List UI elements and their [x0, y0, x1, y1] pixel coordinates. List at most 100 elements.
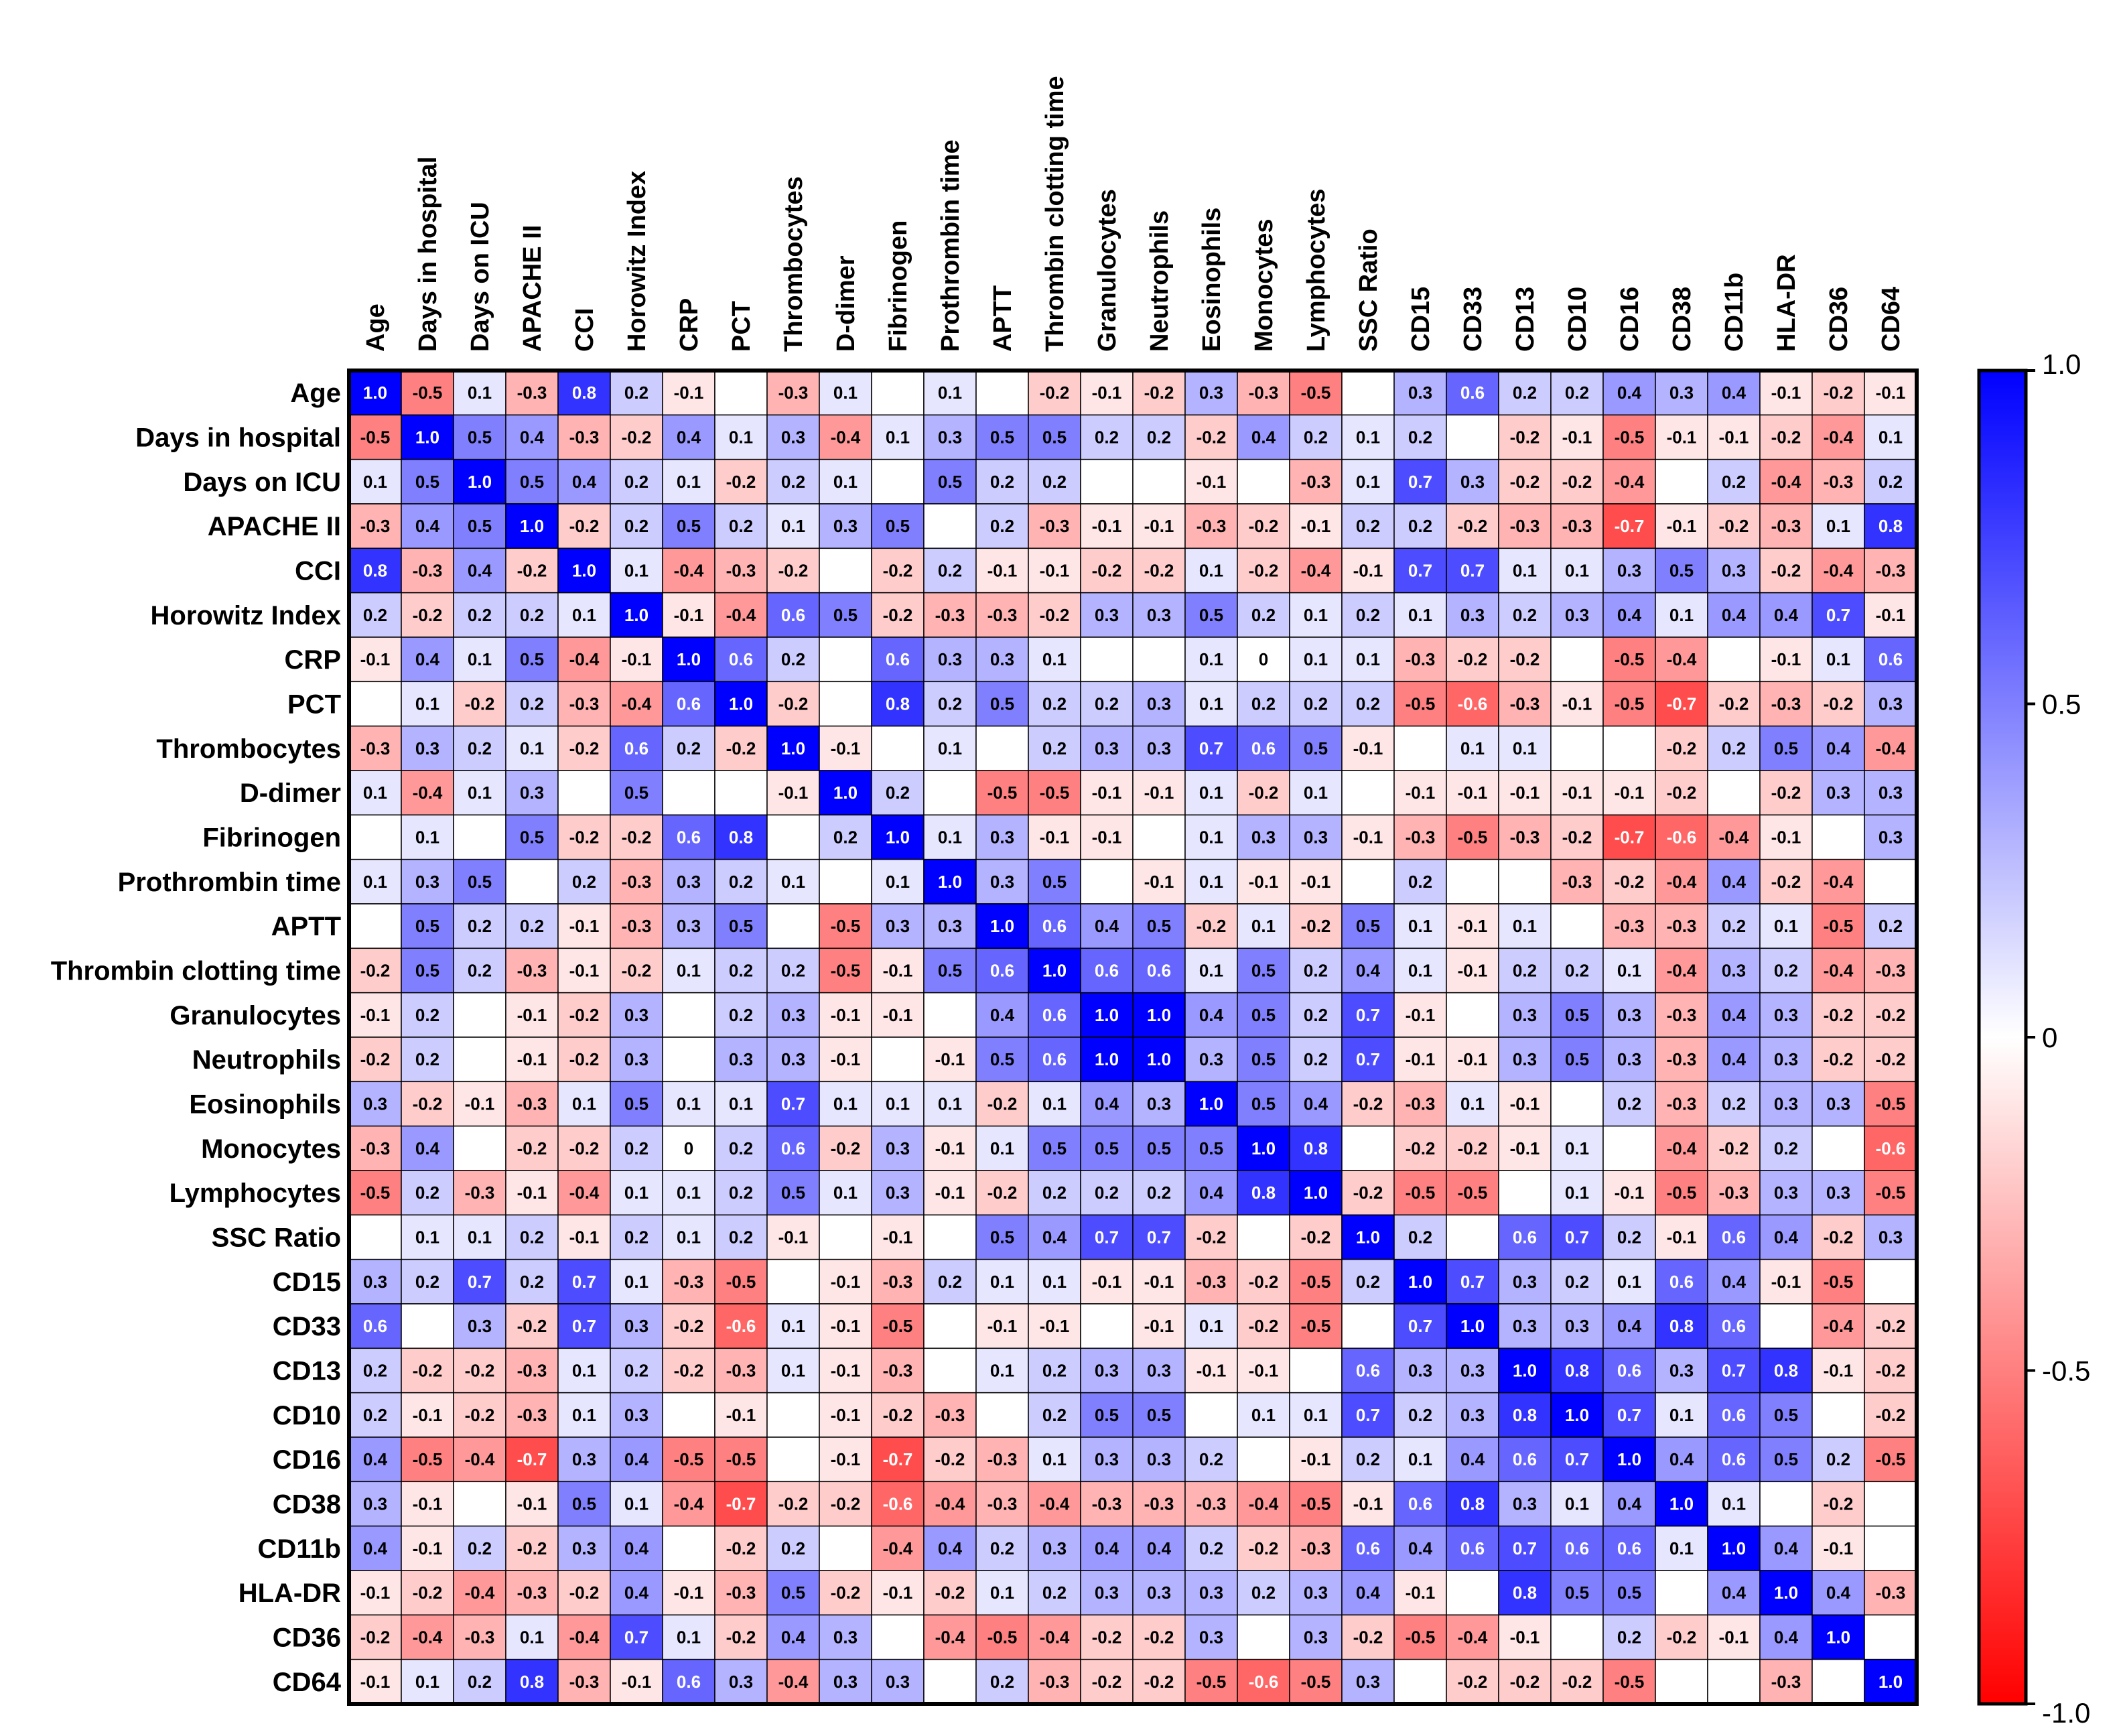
cell-value: 0.5 — [1199, 1138, 1223, 1158]
heatmap-cell — [766, 1392, 820, 1438]
cell-value: 1.0 — [1251, 1138, 1276, 1158]
cell-value: 0.2 — [1095, 694, 1119, 714]
cell-value: -0.1 — [622, 1672, 652, 1692]
cell-value: 0.3 — [1878, 694, 1903, 714]
heatmap-cell — [453, 503, 506, 549]
heatmap-cell — [557, 1081, 611, 1127]
heatmap-cell — [1864, 1303, 1917, 1349]
cell-value: 0.2 — [415, 1272, 439, 1292]
cell-value: -0.4 — [1824, 961, 1854, 981]
cell-value: 0.4 — [1722, 383, 1747, 403]
heatmap-cell — [714, 1658, 768, 1705]
cell-value: -0.2 — [1824, 694, 1854, 714]
heatmap-cell — [1864, 592, 1917, 638]
cell-value: -0.2 — [1144, 1672, 1174, 1692]
cell-value: -0.2 — [1510, 472, 1540, 492]
heatmap-cell — [975, 1525, 1029, 1571]
cell-value: -0.5 — [1667, 1183, 1697, 1203]
heatmap-cell — [871, 1170, 925, 1216]
cell-value: -0.2 — [935, 1449, 965, 1469]
heatmap-cell — [1812, 814, 1865, 860]
heatmap-cell — [1602, 1081, 1656, 1127]
cell-value: 0.8 — [1565, 1361, 1589, 1381]
cell-value: -0.2 — [1301, 1227, 1331, 1248]
cell-value: -0.3 — [1092, 1494, 1122, 1514]
cell-value: -0.1 — [360, 1672, 391, 1692]
cell-value: -0.3 — [987, 1449, 1018, 1469]
cell-value: 0.3 — [1042, 1538, 1067, 1558]
cell-value: 0.2 — [1304, 961, 1328, 981]
cell-value: 0.7 — [1356, 1049, 1380, 1069]
heatmap-cell — [1812, 858, 1865, 905]
cell-value: -0.1 — [622, 649, 652, 669]
heatmap-cell — [714, 1037, 768, 1083]
heatmap-cell — [401, 1392, 454, 1438]
heatmap-cell — [1237, 814, 1290, 860]
cell-value: -0.1 — [1667, 516, 1697, 536]
cell-value: 0.1 — [1199, 783, 1223, 803]
cell-value: -0.2 — [413, 1361, 443, 1381]
cell-value: -0.2 — [1249, 783, 1279, 803]
heatmap-cell — [1446, 414, 1499, 460]
cell-value: 0.3 — [468, 1316, 492, 1336]
cell-value: -0.1 — [1458, 783, 1488, 803]
heatmap-cell — [923, 547, 977, 594]
cell-value: -0.6 — [726, 1316, 756, 1336]
cell-value: -0.3 — [465, 1183, 495, 1203]
cell-value: 1.0 — [886, 827, 910, 848]
cell-value: -0.2 — [987, 1183, 1018, 1203]
cell-value: 0.1 — [1199, 694, 1223, 714]
cell-value: 0.6 — [1617, 1361, 1641, 1381]
heatmap-cell — [1759, 1481, 1813, 1527]
heatmap-cell — [1341, 1170, 1395, 1216]
heatmap-cell — [1759, 1437, 1813, 1483]
heatmap-cell — [1184, 1392, 1238, 1438]
cell-value: 0.5 — [990, 694, 1014, 714]
cell-value: 0.8 — [520, 1672, 544, 1692]
cell-value: -0.3 — [569, 1672, 600, 1692]
cell-value: -0.2 — [1719, 694, 1749, 714]
heatmap-cell — [1184, 637, 1238, 683]
heatmap-cell — [1080, 992, 1134, 1038]
cell-value: 0.2 — [415, 1005, 439, 1025]
cell-value: 0.3 — [1617, 561, 1641, 581]
heatmap-cell — [766, 1570, 820, 1616]
heatmap-cell — [557, 637, 611, 683]
cell-value: 0.2 — [886, 783, 910, 803]
cell-value: -0.1 — [465, 1094, 495, 1114]
cell-value: -0.2 — [1458, 1138, 1488, 1158]
cell-value: 0.4 — [1460, 1449, 1485, 1469]
heatmap-cell — [1341, 903, 1395, 949]
cell-value: 0.7 — [572, 1316, 596, 1336]
cell-value: -0.4 — [413, 1627, 443, 1648]
heatmap-cell — [505, 947, 559, 994]
cell-value: 0.3 — [1408, 1361, 1432, 1381]
cell-value: -0.3 — [1876, 961, 1906, 981]
cell-value: -0.2 — [883, 1405, 913, 1425]
cell-value: -0.1 — [831, 1272, 861, 1292]
cell-value: 0.1 — [1042, 1449, 1067, 1469]
heatmap-cell — [1602, 1658, 1656, 1705]
cell-value: 0.5 — [1304, 738, 1328, 758]
heatmap-cell — [1289, 592, 1343, 638]
cell-value: -0.2 — [517, 1538, 547, 1558]
heatmap-cell — [714, 992, 768, 1038]
heatmap-cell — [1759, 592, 1813, 638]
heatmap-cell — [1289, 547, 1343, 594]
cell-value: -0.1 — [1144, 516, 1174, 536]
heatmap-cell — [1080, 637, 1134, 683]
heatmap-cell — [1759, 1170, 1813, 1216]
cell-value: -0.2 — [1249, 1538, 1279, 1558]
heatmap-cell — [923, 592, 977, 638]
cell-value: 0.4 — [1356, 961, 1381, 981]
heatmap-cell — [766, 458, 820, 505]
heatmap-cell — [1498, 414, 1552, 460]
cell-value: 1.0 — [1199, 1094, 1223, 1114]
heatmap-cell — [819, 1081, 872, 1127]
cell-value: 0.5 — [1774, 1405, 1798, 1425]
column-label: PCT — [728, 301, 756, 352]
cell-value: -0.2 — [1562, 827, 1592, 848]
heatmap-cell — [662, 1081, 715, 1127]
heatmap-cell — [1759, 681, 1813, 727]
heatmap-cell — [766, 992, 820, 1038]
